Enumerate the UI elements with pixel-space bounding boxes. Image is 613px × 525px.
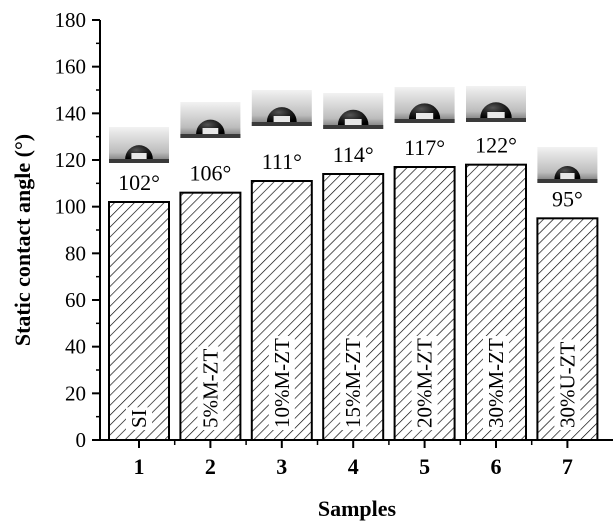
y-axis-title: Static contact angle (°) bbox=[10, 134, 35, 346]
x-tick-label: 4 bbox=[348, 454, 359, 479]
x-tick-label: 1 bbox=[134, 454, 145, 479]
data-labels: 102° 106° 111° 114° 117° 122° 95° bbox=[118, 133, 583, 212]
droplet-image bbox=[537, 147, 598, 183]
droplet-image bbox=[251, 90, 312, 126]
bar-label-background bbox=[197, 346, 224, 430]
x-axis-title: Samples bbox=[318, 496, 397, 521]
x-tick-label: 6 bbox=[491, 454, 502, 479]
droplet-images bbox=[109, 86, 598, 183]
x-tick-label: 7 bbox=[562, 454, 573, 479]
bar-label: 5%M-ZT bbox=[198, 349, 222, 428]
y-tick-label: 100 bbox=[55, 195, 87, 219]
bar-label: SI bbox=[127, 409, 151, 428]
bar bbox=[250, 180, 313, 441]
droplet-image bbox=[180, 102, 241, 138]
bar-label: 10%M-ZT bbox=[270, 338, 294, 428]
y-tick-label: 80 bbox=[65, 241, 86, 265]
data-label: 95° bbox=[552, 186, 583, 211]
bar-label-background bbox=[340, 336, 367, 430]
bar-label: 30%M-ZT bbox=[484, 338, 508, 428]
bar-label-background bbox=[126, 407, 152, 430]
x-tick-label: 3 bbox=[276, 454, 287, 479]
y-ticks: 0 20 40 60 80 100 120 140 160 180 bbox=[55, 8, 100, 452]
droplet-image bbox=[109, 127, 169, 163]
bar-label: 20%M-ZT bbox=[413, 338, 437, 428]
y-tick-label: 60 bbox=[65, 288, 86, 312]
droplet-image bbox=[466, 86, 526, 122]
bar bbox=[108, 201, 170, 441]
y-tick-label: 140 bbox=[55, 101, 87, 125]
y-tick-label: 0 bbox=[76, 428, 87, 452]
y-tick-label: 160 bbox=[55, 55, 87, 79]
data-label: 114° bbox=[333, 142, 374, 167]
bar-labels: SI 5%M-ZT 10%M-ZT 15%M-ZT 20%M-ZT 30%M-ZT 30%U… bbox=[126, 336, 581, 430]
y-tick-label: 180 bbox=[55, 8, 87, 32]
data-label: 111° bbox=[262, 149, 302, 174]
bar-label-background bbox=[268, 336, 295, 430]
bar-label-background bbox=[483, 336, 509, 430]
data-label: 106° bbox=[189, 161, 231, 186]
bar-label-background bbox=[411, 336, 438, 430]
data-label: 122° bbox=[475, 133, 517, 158]
x-ticks: 1 2 3 4 5 6 7 bbox=[134, 440, 573, 479]
x-tick-label: 2 bbox=[205, 454, 216, 479]
bar-label: 30%U-ZT bbox=[555, 342, 579, 428]
bars-group bbox=[108, 163, 599, 442]
bar-label: 15%M-ZT bbox=[341, 338, 365, 428]
y-tick-label: 120 bbox=[55, 148, 87, 172]
data-label: 102° bbox=[118, 170, 160, 195]
droplet-image bbox=[394, 87, 455, 123]
x-tick-label: 5 bbox=[419, 454, 430, 479]
y-tick-label: 40 bbox=[65, 335, 86, 359]
droplet-image bbox=[323, 93, 384, 129]
y-tick-label: 20 bbox=[65, 381, 86, 405]
bar-label-background bbox=[554, 339, 581, 430]
data-label: 117° bbox=[404, 135, 445, 160]
